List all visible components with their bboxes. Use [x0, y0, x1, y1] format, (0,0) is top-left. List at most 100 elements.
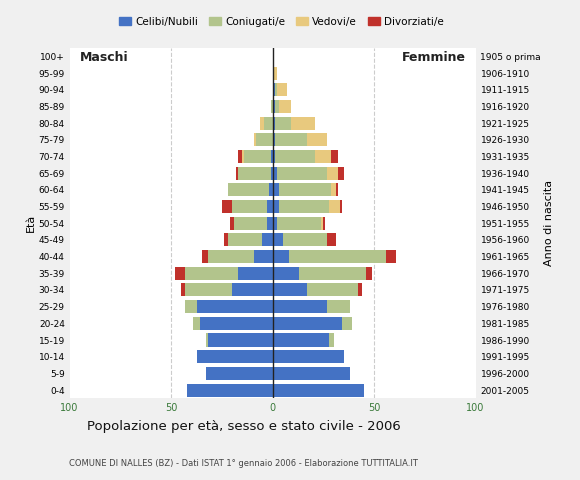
- Bar: [273, 216, 277, 230]
- Bar: [327, 167, 338, 180]
- Bar: [238, 150, 242, 163]
- Bar: [271, 167, 273, 180]
- Bar: [329, 334, 334, 347]
- Bar: [277, 216, 321, 230]
- Bar: [267, 200, 273, 213]
- Bar: [307, 133, 327, 146]
- Bar: [324, 216, 325, 230]
- Bar: [267, 216, 273, 230]
- Bar: [321, 216, 324, 230]
- Bar: [283, 233, 327, 246]
- Bar: [275, 133, 307, 146]
- Bar: [232, 283, 273, 297]
- Bar: [273, 350, 343, 363]
- Bar: [273, 250, 289, 263]
- Bar: [187, 384, 273, 396]
- Bar: [271, 150, 273, 163]
- Bar: [273, 317, 342, 330]
- Bar: [273, 150, 275, 163]
- Bar: [254, 250, 273, 263]
- Bar: [299, 267, 366, 280]
- Bar: [186, 267, 238, 280]
- Bar: [273, 283, 307, 297]
- Bar: [244, 150, 271, 163]
- Bar: [275, 117, 291, 130]
- Bar: [273, 133, 275, 146]
- Bar: [386, 250, 397, 263]
- Bar: [291, 117, 316, 130]
- Bar: [269, 183, 273, 196]
- Bar: [275, 83, 277, 96]
- Bar: [273, 117, 275, 130]
- Bar: [238, 167, 271, 180]
- Bar: [273, 100, 275, 113]
- Bar: [273, 167, 277, 180]
- Bar: [224, 233, 228, 246]
- Bar: [206, 334, 208, 347]
- Bar: [335, 183, 338, 196]
- Bar: [273, 384, 364, 396]
- Bar: [232, 200, 267, 213]
- Bar: [273, 200, 278, 213]
- Bar: [263, 233, 273, 246]
- Bar: [273, 334, 329, 347]
- Bar: [277, 167, 327, 180]
- Bar: [202, 250, 208, 263]
- Bar: [260, 117, 264, 130]
- Bar: [200, 317, 273, 330]
- Bar: [238, 267, 273, 280]
- Bar: [273, 367, 350, 380]
- Bar: [264, 117, 273, 130]
- Bar: [338, 167, 343, 180]
- Bar: [230, 216, 234, 230]
- Bar: [222, 200, 232, 213]
- Bar: [277, 83, 287, 96]
- Bar: [186, 283, 232, 297]
- Bar: [273, 300, 327, 313]
- Y-axis label: Età: Età: [26, 214, 36, 232]
- Bar: [332, 183, 335, 196]
- Bar: [197, 350, 273, 363]
- Bar: [194, 317, 200, 330]
- Bar: [273, 183, 278, 196]
- Bar: [275, 100, 278, 113]
- Bar: [254, 133, 256, 146]
- Bar: [228, 233, 263, 246]
- Bar: [316, 150, 332, 163]
- Bar: [206, 367, 273, 380]
- Bar: [366, 267, 372, 280]
- Bar: [332, 150, 338, 163]
- Bar: [175, 267, 186, 280]
- Bar: [236, 167, 238, 180]
- Bar: [358, 283, 362, 297]
- Bar: [340, 200, 342, 213]
- Bar: [242, 150, 244, 163]
- Bar: [273, 83, 275, 96]
- Bar: [327, 233, 335, 246]
- Bar: [342, 317, 351, 330]
- Y-axis label: Anno di nascita: Anno di nascita: [544, 180, 554, 266]
- Bar: [186, 300, 197, 313]
- Bar: [278, 183, 332, 196]
- Bar: [327, 300, 350, 313]
- Text: Femmine: Femmine: [401, 51, 466, 64]
- Bar: [256, 133, 273, 146]
- Bar: [181, 283, 186, 297]
- Legend: Celibi/Nubili, Coniugati/e, Vedovi/e, Divorziati/e: Celibi/Nubili, Coniugati/e, Vedovi/e, Di…: [114, 12, 448, 31]
- Bar: [275, 150, 316, 163]
- Bar: [228, 183, 269, 196]
- Bar: [271, 100, 273, 113]
- Bar: [278, 100, 291, 113]
- Text: Popolazione per età, sesso e stato civile - 2006: Popolazione per età, sesso e stato civil…: [87, 420, 400, 432]
- Text: Maschi: Maschi: [80, 51, 128, 64]
- Bar: [289, 250, 386, 263]
- Bar: [273, 267, 299, 280]
- Bar: [329, 200, 340, 213]
- Bar: [208, 334, 273, 347]
- Bar: [307, 283, 358, 297]
- Bar: [273, 67, 277, 80]
- Bar: [273, 233, 283, 246]
- Bar: [197, 300, 273, 313]
- Bar: [278, 200, 329, 213]
- Text: COMUNE DI NALLES (BZ) - Dati ISTAT 1° gennaio 2006 - Elaborazione TUTTITALIA.IT: COMUNE DI NALLES (BZ) - Dati ISTAT 1° ge…: [69, 458, 418, 468]
